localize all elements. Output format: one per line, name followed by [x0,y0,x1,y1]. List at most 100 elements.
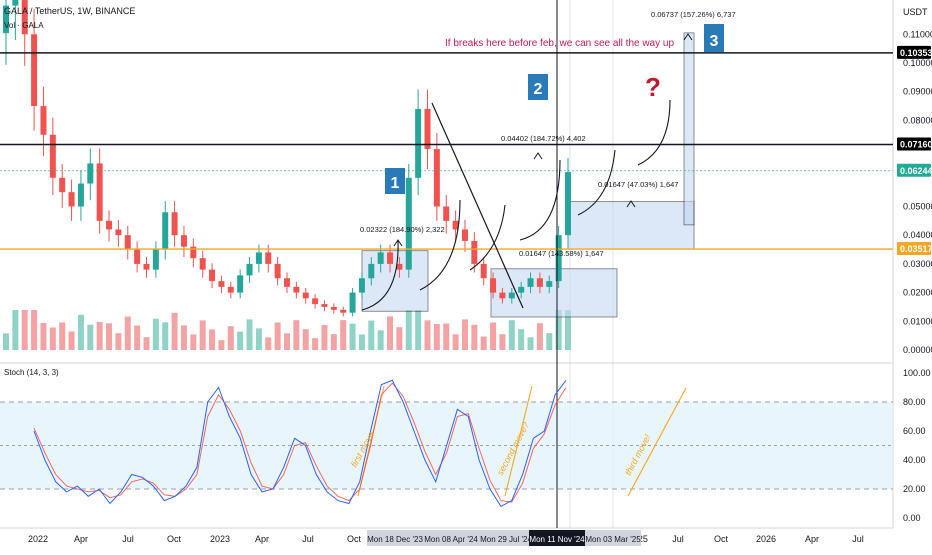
volume-bar [518,329,525,350]
volume-bar [265,337,272,350]
time-tick: Oct [347,534,362,544]
candle-body [3,5,9,34]
volume-bar [12,310,19,350]
wave2-box [528,74,548,100]
volume-bars [3,310,571,350]
stoch-d-line [33,382,567,503]
currency-label[interactable]: USDT [903,7,928,17]
volume-bar [87,324,94,350]
price-badge [897,45,931,59]
volume-bar [227,326,234,350]
candle-body [31,34,38,107]
candle-body [452,220,459,230]
candle-body [265,252,272,264]
measure-box [683,32,695,226]
volume-bar [3,333,9,350]
volume-bar [565,310,571,350]
candle-body [180,235,187,247]
volume-bar [237,331,244,350]
candle-body [424,108,431,150]
time-axis[interactable]: 2022AprJulOct2023AprJulOctMar '25JulOct2… [28,530,864,546]
volume-bar [293,320,300,350]
horizontal-levels[interactable] [0,52,893,250]
volume-bar [546,333,553,350]
candle-body [518,286,525,293]
volume-bar [490,322,497,350]
volume-bar [358,334,365,350]
volume-bar [77,314,84,350]
candle-body [536,278,543,287]
volume-bar [68,331,75,350]
projection-arrow [577,149,616,216]
time-tick: Jul [302,534,314,544]
volume-bar [31,310,38,350]
stoch-axis[interactable]: 100.00 80.00 60.00 40.00 20.00 0.00 [903,368,931,523]
candle-body [443,206,450,221]
volume-bar [461,319,468,350]
volume-bar [424,320,431,350]
candle-body [209,269,216,282]
volume-bar [124,316,131,350]
time-highlight-label: Mon 29 Jul '24 [480,535,532,544]
candle-body [396,263,403,270]
price-badge [897,163,931,177]
main-annotation: If breaks here before feb, we can see al… [445,38,674,49]
volume-bar [330,334,337,350]
time-tick: 2022 [28,534,48,544]
candle-body [237,275,244,293]
time-highlight [423,530,479,546]
volume-bar [536,323,543,350]
candle-body [499,292,506,299]
candle-body [274,263,281,279]
time-tick: 2023 [210,534,230,544]
symbol-title[interactable]: GALA / TetherUS, 1W, BINANCE [4,6,135,16]
stoch-lines [33,379,567,508]
candle-body [49,134,56,178]
measure-box [361,250,429,312]
volume-bar [349,323,356,350]
volume-bar [415,310,422,350]
time-tick: Apr [255,534,269,544]
candle-body [190,246,197,259]
price-tick: 0.11000 [903,29,932,39]
candle-body [302,292,309,299]
candle-body [162,212,169,250]
candle-body [349,292,356,313]
candle-body [21,0,28,35]
stoch-tick: 40.00 [903,455,926,465]
time-highlight [529,530,585,546]
wave3-box [704,24,724,52]
volume-bar [396,327,403,350]
candle-body [59,177,66,193]
candle-body [433,149,440,207]
candle-body [555,235,562,282]
volume-bar [405,310,412,350]
volume-bar [321,325,328,350]
candle-body [461,229,468,241]
time-tick: Oct [714,534,729,544]
time-tick: Jul [122,534,134,544]
candle-body [77,183,84,207]
measure-3: 0.01647 (143.58%) 1,647 [519,249,604,258]
candle-body [480,263,487,279]
measure-arrowhead [393,239,403,247]
volume-bar [59,322,66,350]
volume-bar [162,322,169,350]
volume-bar [246,319,253,350]
candle-body [471,240,478,264]
projection-arrow [419,199,461,291]
volume-bar [171,312,178,350]
volume-bar [115,333,122,350]
measure-arrowhead [626,200,636,208]
third-move-arrow [627,387,687,497]
candle-body [68,192,75,207]
